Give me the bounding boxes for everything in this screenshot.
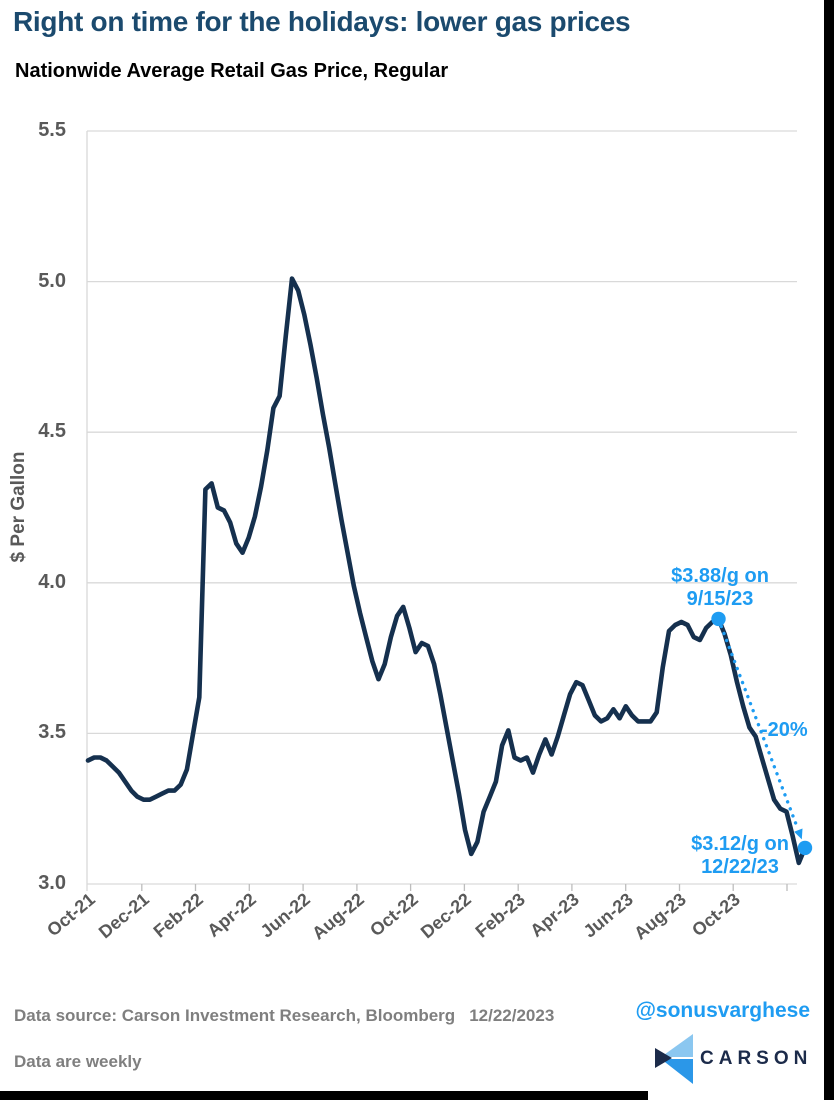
y-axis-label: 4.0 — [38, 570, 66, 593]
chart-subtitle: Nationwide Average Retail Gas Price, Reg… — [15, 60, 449, 82]
y-axis-title: $ Per Gallon — [8, 451, 29, 563]
page-title: Right on time for the holidays: lower ga… — [13, 6, 631, 37]
logo-triangle-navy — [655, 1048, 672, 1068]
logo-triangle-mid — [661, 1059, 693, 1084]
price-line — [85, 276, 808, 866]
carson-logo: CARSON — [654, 1033, 824, 1085]
data-source-note: Data source: Carson Investment Research,… — [14, 1006, 554, 1026]
y-axis-label: 5.5 — [38, 119, 66, 141]
carson-logo-text: CARSON — [700, 1048, 813, 1069]
x-axis-label-slot: Oct-23 — [581, 889, 744, 940]
arrowhead-icon — [794, 828, 803, 840]
trend-dotted-arrow — [719, 624, 800, 831]
logo-triangle-light — [661, 1034, 693, 1057]
data-source-text: Data source: Carson Investment Research,… — [14, 1006, 456, 1025]
percent-change-label: -20% — [761, 719, 808, 741]
peak-annotation-line2: 9/15/23 — [686, 588, 754, 610]
frame-bottom-bar — [0, 1091, 648, 1100]
peak-annotation: $3.88/g on 9/15/23 — [631, 565, 809, 611]
end-annotation-line2: 12/22/23 — [701, 856, 779, 878]
end-annotation: $3.12/g on 12/22/23 — [651, 833, 829, 879]
social-handle: @sonusvarghese — [635, 999, 810, 1022]
data-source-date: 12/22/2023 — [469, 1006, 555, 1025]
data-frequency-note: Data are weekly — [14, 1052, 142, 1071]
y-axis-label: 5.0 — [38, 269, 66, 292]
y-axis-label: 3.5 — [38, 721, 66, 744]
frame-right-bar — [824, 0, 834, 1100]
end-annotation-line1: $3.12/g on — [691, 833, 789, 855]
y-axis-label: 3.0 — [38, 872, 66, 894]
peak-annotation-line1: $3.88/g on — [671, 565, 769, 587]
y-axis-label: 4.5 — [38, 420, 66, 443]
carson-logo-icon — [655, 1034, 693, 1084]
end-marker — [797, 840, 813, 856]
peak-marker — [711, 611, 726, 627]
